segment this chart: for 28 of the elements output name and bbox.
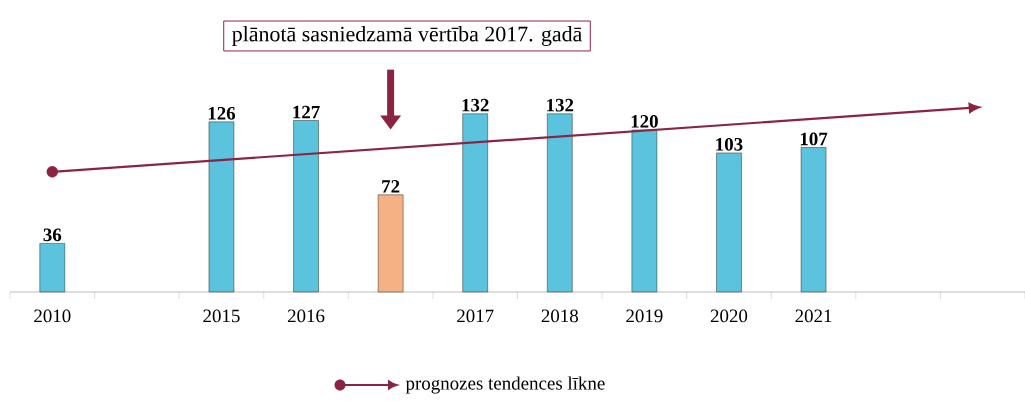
x-tick-label: 2017 (457, 309, 494, 323)
text: plānotā sasniedzamā vērtība 2017. gadā (232, 26, 583, 46)
data-label: 120 (631, 115, 658, 128)
bar (462, 113, 488, 293)
x-tick-label: 2015 (203, 309, 240, 323)
bar (377, 194, 404, 293)
data-label: 107 (800, 132, 828, 146)
bar (208, 121, 235, 293)
bar (631, 129, 658, 293)
data-label: 127 (293, 105, 320, 119)
data-label: 72 (382, 180, 400, 193)
data-label: 36 (43, 228, 62, 242)
legend-label: prognozes tendences līkne (405, 376, 605, 394)
bar (39, 243, 65, 293)
data-label: 132 (462, 98, 489, 112)
x-tick-label: 2021 (795, 309, 832, 323)
data-label: 103 (716, 137, 743, 151)
x-tick-label: 2016 (287, 309, 325, 323)
bar (716, 152, 742, 293)
data-label: 132 (547, 98, 574, 112)
x-tick-label: 2010 (34, 309, 71, 323)
x-tick-label: 2018 (541, 309, 578, 323)
bar (547, 113, 573, 293)
bar (293, 120, 319, 293)
x-tick-label: 2019 (626, 309, 663, 323)
data-label: 126 (208, 106, 236, 120)
x-tick-label: 2020 (710, 309, 748, 323)
bar (800, 147, 827, 293)
